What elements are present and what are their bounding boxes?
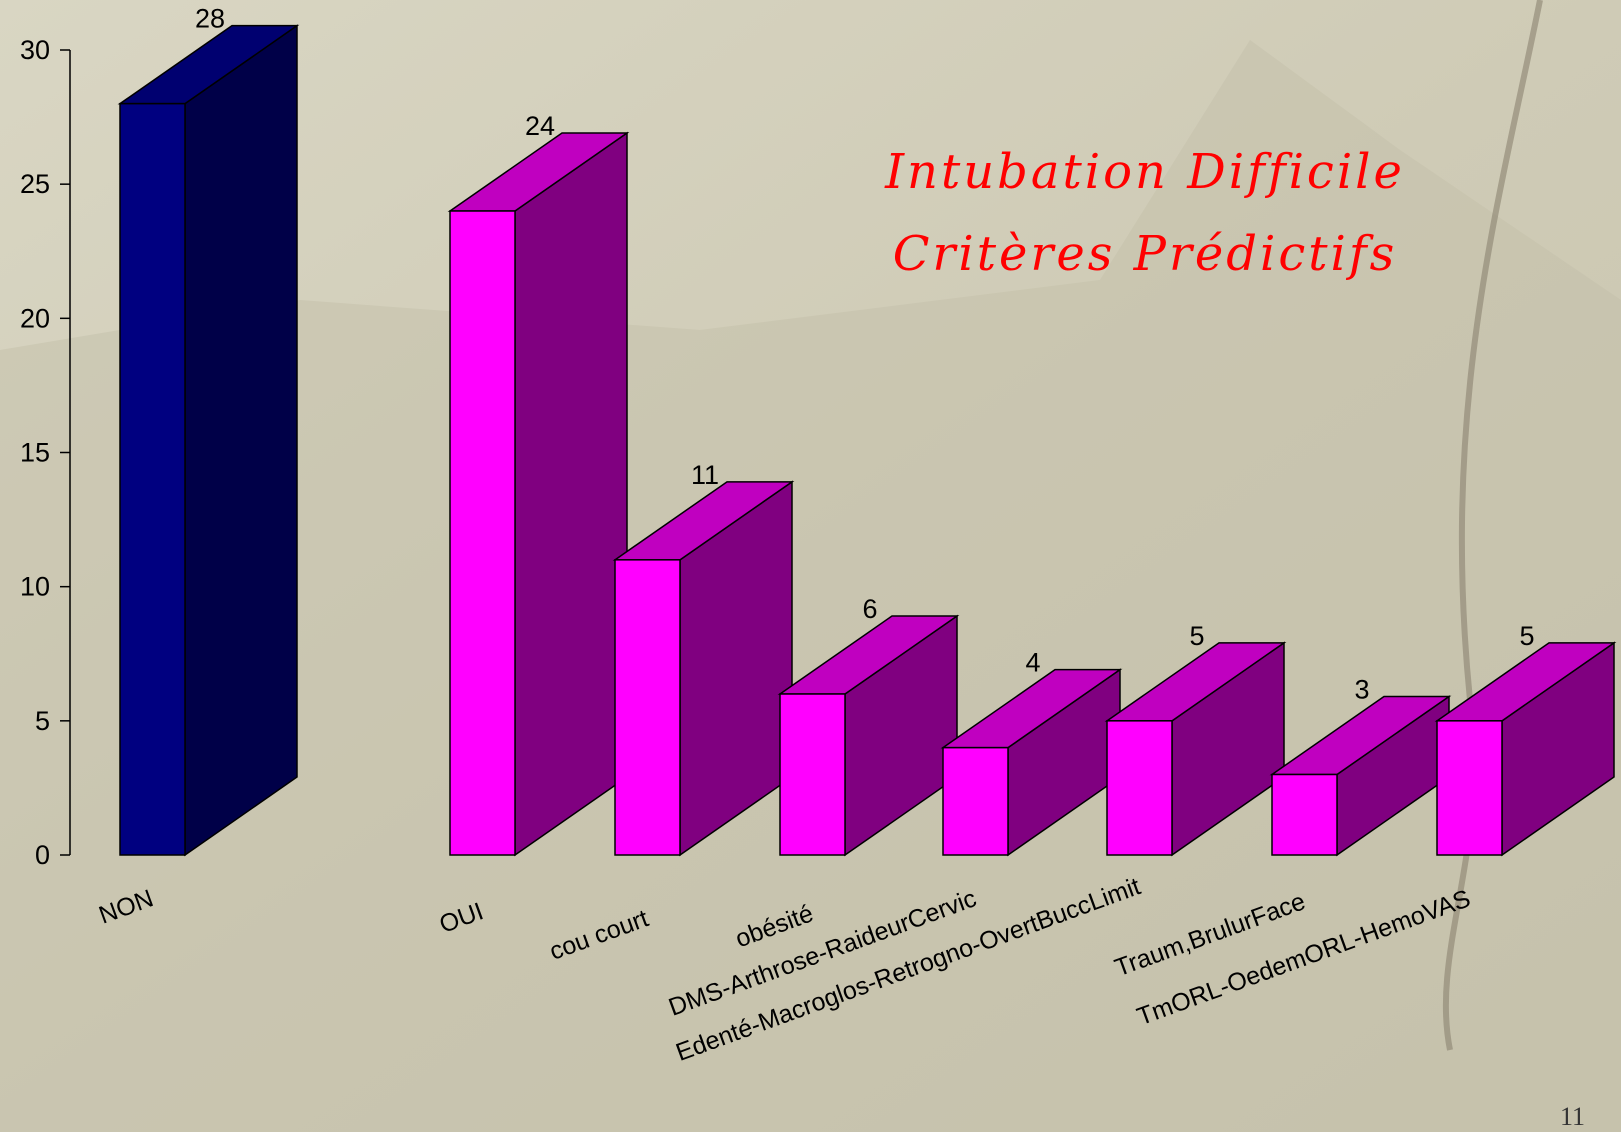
bar <box>1436 720 1503 856</box>
y-tick-label: 5 <box>35 706 50 736</box>
bar-side <box>514 131 628 857</box>
value-label: 24 <box>525 111 555 141</box>
chart-title: Intubation Difficile <box>884 144 1405 200</box>
branch <box>1442 0 1543 1051</box>
bar <box>614 559 681 856</box>
value-label: 11 <box>691 460 719 490</box>
value-label: 5 <box>1519 621 1534 651</box>
y-tick-label: 25 <box>20 169 50 199</box>
value-label: 6 <box>862 594 877 624</box>
bar <box>1106 720 1173 856</box>
chart-title: Critères Prédictifs <box>893 226 1398 282</box>
value-label: 5 <box>1189 621 1204 651</box>
mountain <box>0 40 1621 1132</box>
bar-side <box>184 24 298 857</box>
bar <box>119 102 186 856</box>
y-tick-label: 0 <box>35 840 50 870</box>
bar <box>1271 773 1338 856</box>
y-tick-label: 30 <box>20 35 50 65</box>
y-tick-label: 10 <box>20 572 50 602</box>
bar <box>779 693 846 856</box>
value-label: 3 <box>1354 675 1369 705</box>
bar <box>449 210 516 856</box>
value-label: 28 <box>195 4 225 34</box>
y-tick-label: 15 <box>20 438 50 468</box>
bar <box>942 746 1009 856</box>
value-label: 4 <box>1025 648 1040 678</box>
y-tick-label: 20 <box>20 303 50 333</box>
page-number: 11 <box>1560 1102 1585 1131</box>
